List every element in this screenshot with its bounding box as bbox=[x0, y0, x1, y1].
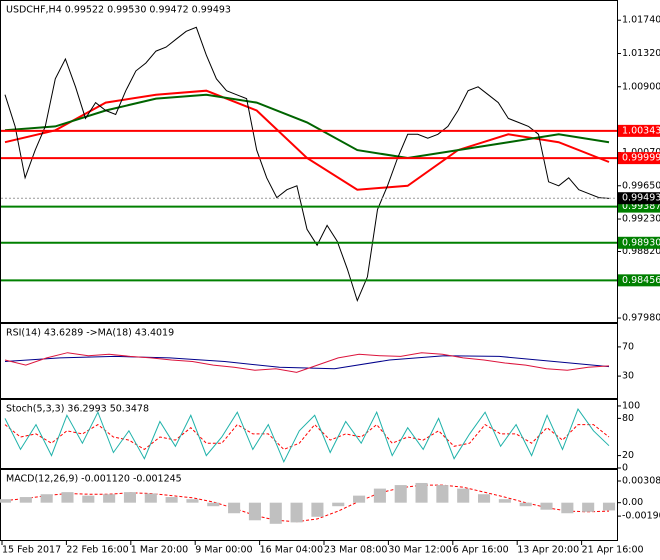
y-tick-label: 1.00900 bbox=[622, 81, 660, 92]
data-line bbox=[4, 26, 610, 303]
panel-title: RSI(14) 43.6289 ->MA(18) 43.4019 bbox=[6, 328, 174, 339]
y-tick-label: 20 bbox=[622, 450, 634, 461]
y-tick-label: 1.01320 bbox=[622, 48, 660, 59]
data-line bbox=[4, 352, 610, 373]
last-price-label: 0.99493 bbox=[622, 193, 660, 204]
x-tick-label: 16 Mar 04:00 bbox=[260, 545, 323, 556]
bar bbox=[228, 502, 241, 514]
level-label: 0.99999 bbox=[622, 153, 660, 164]
bar bbox=[103, 494, 116, 503]
y-tick-label: 0.00 bbox=[622, 497, 643, 508]
panel-title: Stoch(5,3,3) 36.2993 50.3478 bbox=[6, 404, 149, 415]
bar bbox=[0, 499, 12, 503]
x-tick-label: 1 Mar 20:00 bbox=[131, 545, 188, 556]
bar bbox=[165, 497, 178, 503]
x-tick-label: 6 Apr 16:00 bbox=[453, 545, 509, 556]
y-tick-label: 0.98820 bbox=[622, 246, 660, 257]
y-tick-label: 0.003081 bbox=[622, 475, 660, 486]
x-tick-label: 30 Mar 12:00 bbox=[388, 545, 451, 556]
data-line bbox=[4, 408, 610, 464]
bar bbox=[40, 494, 53, 503]
bar bbox=[123, 492, 137, 503]
bar bbox=[353, 495, 366, 503]
level-label: 0.98456 bbox=[622, 275, 660, 286]
x-tick-label: 9 Mar 00:00 bbox=[195, 545, 252, 556]
level-label-bg bbox=[618, 274, 660, 287]
y-tick-label: 80 bbox=[622, 413, 634, 424]
panel-title: MACD(12,26,9) -0.001120 -0.001245 bbox=[6, 474, 182, 485]
level-label: 0.98930 bbox=[622, 237, 660, 248]
bar bbox=[498, 499, 511, 503]
bar bbox=[540, 502, 553, 510]
bar bbox=[269, 502, 282, 524]
x-tick-label: 15 Feb 2017 bbox=[2, 545, 61, 556]
bar bbox=[415, 482, 428, 503]
level-label: 1.00343 bbox=[622, 125, 660, 136]
bar bbox=[19, 497, 32, 503]
overlay-line bbox=[4, 484, 610, 523]
bar bbox=[373, 488, 386, 503]
y-tick-label: 30 bbox=[622, 371, 634, 382]
y-tick-label: -0.001907 bbox=[622, 511, 660, 522]
bar bbox=[311, 502, 324, 517]
bar bbox=[477, 494, 491, 503]
x-tick-label: 23 Mar 08:00 bbox=[324, 545, 387, 556]
x-tick-label: 21 Apr 16:00 bbox=[582, 545, 644, 556]
bar bbox=[248, 502, 261, 521]
y-tick-label: 0.97980 bbox=[622, 313, 660, 324]
bar bbox=[144, 493, 157, 503]
bar bbox=[457, 488, 470, 503]
overlay-line bbox=[4, 423, 610, 451]
panel-frame bbox=[0, 323, 618, 399]
overlay-line bbox=[4, 355, 610, 370]
bar bbox=[61, 492, 74, 503]
panel-title: USDCHF,H4 0.99522 0.99530 0.99472 0.9949… bbox=[6, 5, 231, 16]
bar bbox=[332, 502, 345, 507]
level-label-bg bbox=[618, 236, 660, 249]
panel-frame bbox=[0, 469, 618, 541]
y-tick-label: 0 bbox=[622, 463, 628, 474]
bar bbox=[394, 485, 407, 503]
bar bbox=[582, 502, 595, 512]
level-label-bg bbox=[618, 152, 660, 165]
y-tick-label: 0.99650 bbox=[622, 180, 660, 191]
bar bbox=[290, 502, 303, 523]
last-price-bg bbox=[618, 192, 660, 205]
y-tick-label: 0.99230 bbox=[622, 214, 660, 225]
x-tick-label: 13 Apr 20:00 bbox=[517, 545, 579, 556]
panel-frame bbox=[0, 399, 618, 469]
level-label: 0.99387 bbox=[622, 201, 660, 212]
x-tick-label: 22 Feb 16:00 bbox=[66, 545, 128, 556]
bar bbox=[82, 495, 95, 503]
bar bbox=[519, 502, 532, 507]
level-label-bg bbox=[618, 124, 660, 137]
y-tick-label: 1.01740 bbox=[622, 15, 660, 26]
y-tick-label: 70 bbox=[622, 341, 634, 352]
bar bbox=[436, 485, 449, 503]
bar bbox=[186, 499, 199, 503]
panel-frame bbox=[0, 0, 618, 323]
bar bbox=[602, 502, 616, 511]
y-tick-label: 100 bbox=[622, 400, 640, 411]
bar bbox=[561, 502, 574, 514]
bar bbox=[207, 502, 220, 507]
